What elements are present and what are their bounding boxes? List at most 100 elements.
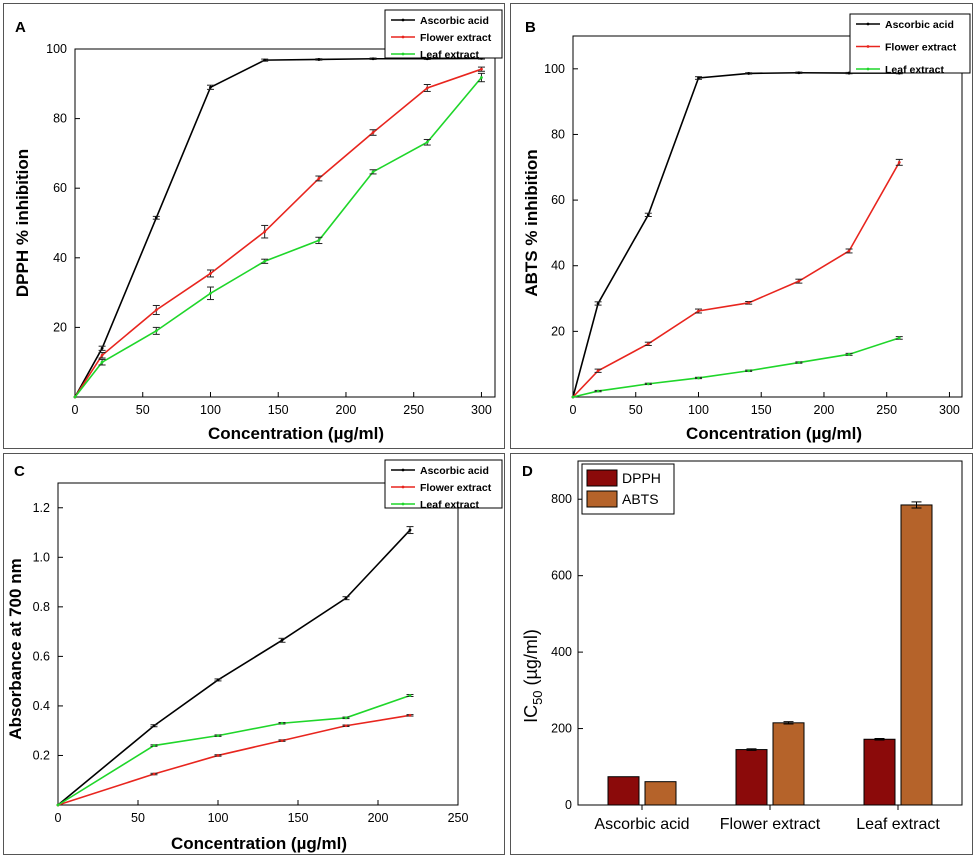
data-point bbox=[747, 369, 751, 373]
legend-marker bbox=[401, 502, 405, 506]
legend-label: DPPH bbox=[622, 470, 661, 486]
data-point bbox=[280, 638, 284, 642]
data-point bbox=[344, 596, 348, 600]
series-line-2 bbox=[572, 337, 900, 398]
series-line-2 bbox=[57, 694, 411, 806]
plot-frame bbox=[74, 48, 496, 398]
legend-label: Ascorbic acid bbox=[885, 19, 954, 31]
y-tick-label: 80 bbox=[551, 127, 565, 141]
x-axis-title: Concentration (µg/ml) bbox=[171, 834, 347, 853]
data-point bbox=[73, 395, 77, 399]
data-point bbox=[897, 336, 901, 340]
data-point bbox=[280, 739, 284, 742]
ylabel-main: IC bbox=[521, 705, 541, 723]
y-tick-label: 0.8 bbox=[33, 600, 50, 614]
x-tick-label: 50 bbox=[629, 403, 643, 417]
x-tick-label: 200 bbox=[814, 403, 835, 417]
legend-swatch bbox=[586, 469, 618, 487]
data-point bbox=[209, 272, 212, 275]
data-point bbox=[216, 754, 220, 757]
x-tick-label: 300 bbox=[471, 403, 492, 417]
chart-svg-a: A 0 50 100 150 200 250 300 20 40 60 80 100 Concentrat… bbox=[13, 9, 503, 443]
y-tick-label: 0.4 bbox=[33, 699, 50, 713]
x-tick-label: 50 bbox=[131, 811, 145, 825]
data-point bbox=[596, 369, 600, 373]
y-tick-label: 600 bbox=[551, 569, 572, 583]
data-point bbox=[408, 713, 412, 717]
panel-b-abts-chart: B 0 50 100 150 200 250 300 20 40 60 80 100 Concentrat… bbox=[510, 3, 973, 449]
y-axis-title: DPPH % inhibition bbox=[13, 149, 32, 297]
plot-frame bbox=[572, 35, 963, 398]
panel-c-absorbance-chart: C 0 50 100 150 200 250 0.2 0.4 0.6 0.8 1.0 1.2 Concen… bbox=[3, 453, 505, 855]
data-point bbox=[100, 353, 104, 357]
data-point bbox=[154, 329, 158, 333]
legend-marker bbox=[866, 45, 870, 48]
data-point bbox=[56, 803, 60, 807]
legend-label: Leaf extract bbox=[420, 49, 479, 61]
data-point bbox=[344, 724, 348, 728]
y-axis-title: IC50 (µg/ml) bbox=[521, 629, 545, 723]
x-tick-label: 150 bbox=[268, 403, 289, 417]
data-point bbox=[317, 58, 321, 61]
x-axis-title: Concentration (µg/ml) bbox=[686, 424, 862, 443]
data-point bbox=[100, 346, 104, 350]
x-tick-label: 150 bbox=[288, 811, 309, 825]
data-point bbox=[646, 382, 650, 386]
legend-swatch bbox=[586, 490, 618, 508]
x-tick-label: 250 bbox=[448, 811, 469, 825]
data-point bbox=[371, 57, 375, 61]
data-point bbox=[263, 230, 267, 234]
x-tick-label: 100 bbox=[200, 403, 221, 417]
bar-abts bbox=[644, 781, 677, 806]
y-tick-label: 400 bbox=[551, 645, 572, 659]
series-line-1 bbox=[74, 68, 482, 398]
y-tick-label: 0.2 bbox=[33, 748, 50, 762]
bar-abts bbox=[900, 504, 933, 806]
x-axis-title: Concentration (µg/ml) bbox=[208, 424, 384, 443]
plot-frame bbox=[57, 482, 459, 806]
legend-marker bbox=[401, 468, 405, 472]
data-point bbox=[317, 239, 321, 242]
panel-d-ic50-bar-chart: D 0 200 400 600 800 IC50 (µg/ml) Ascorbic acid F… bbox=[510, 453, 973, 855]
data-point bbox=[152, 772, 156, 776]
y-tick-label: 40 bbox=[551, 259, 565, 273]
chart-svg-b: B 0 50 100 150 200 250 300 20 40 60 80 100 Concentrat… bbox=[522, 13, 971, 443]
x-tick-label: 50 bbox=[136, 403, 150, 417]
y-axis-title: Absorbance at 700 nm bbox=[6, 558, 25, 739]
data-point bbox=[797, 361, 801, 364]
data-point bbox=[425, 140, 429, 144]
data-point bbox=[216, 734, 220, 738]
x-tick-label: 0 bbox=[55, 811, 62, 825]
data-point bbox=[747, 301, 751, 305]
legend-marker bbox=[866, 67, 870, 71]
data-point bbox=[209, 85, 212, 89]
data-point bbox=[596, 302, 600, 305]
data-point bbox=[344, 716, 348, 720]
data-point bbox=[797, 71, 801, 75]
x-tick-label: 200 bbox=[368, 811, 389, 825]
data-point bbox=[371, 131, 375, 134]
data-point bbox=[571, 395, 575, 399]
panel-letter: D bbox=[522, 463, 533, 480]
legend-label: Leaf extract bbox=[885, 64, 944, 76]
legend-label: Flower extract bbox=[885, 42, 957, 54]
y-tick-label: 0.6 bbox=[33, 649, 50, 663]
panel-a-dpph-chart: A 0 50 100 150 200 250 300 20 40 60 80 100 Concentrat… bbox=[3, 3, 505, 449]
data-point bbox=[480, 76, 483, 79]
data-point bbox=[797, 279, 801, 283]
y-tick-label: 60 bbox=[53, 181, 67, 195]
y-tick-label: 80 bbox=[53, 112, 67, 126]
data-point bbox=[697, 309, 700, 313]
data-point bbox=[408, 694, 412, 697]
legend-marker bbox=[401, 35, 405, 39]
x-tick-label: 300 bbox=[939, 403, 960, 417]
data-point bbox=[697, 76, 700, 80]
legend-marker bbox=[401, 485, 405, 489]
data-point bbox=[154, 216, 158, 220]
bar-dpph bbox=[607, 776, 640, 806]
category-label: Leaf extract bbox=[856, 816, 940, 833]
legend-box bbox=[384, 459, 503, 509]
data-point bbox=[152, 744, 156, 747]
data-point bbox=[747, 72, 751, 75]
data-point bbox=[847, 249, 851, 253]
